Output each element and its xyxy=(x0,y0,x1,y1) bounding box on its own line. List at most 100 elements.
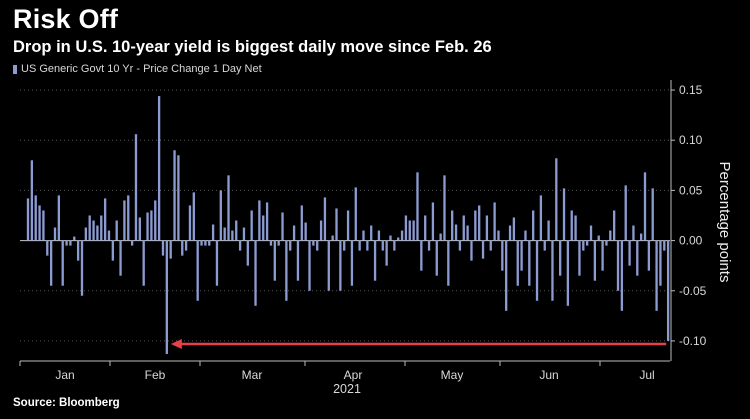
y-tick-label: -0.10 xyxy=(679,334,707,348)
data-bar xyxy=(389,235,392,241)
data-bar xyxy=(115,220,118,241)
data-bar xyxy=(296,240,300,281)
data-bar xyxy=(231,230,234,241)
data-bar xyxy=(408,220,411,241)
data-bar xyxy=(485,215,489,241)
data-bar xyxy=(551,240,554,301)
data-bar xyxy=(474,210,477,241)
data-bar xyxy=(161,240,165,256)
data-bar xyxy=(69,240,72,246)
data-bar xyxy=(562,188,566,241)
data-bar xyxy=(265,202,269,241)
data-bar xyxy=(312,240,315,246)
data-bar xyxy=(96,225,99,241)
data-bar xyxy=(582,240,585,251)
data-bar xyxy=(319,220,323,241)
data-bar xyxy=(528,240,531,286)
data-bar xyxy=(532,210,535,241)
data-bar xyxy=(316,240,319,251)
data-bar xyxy=(196,240,199,301)
data-bar xyxy=(130,240,134,246)
data-bar xyxy=(431,202,435,241)
data-bar xyxy=(127,195,130,241)
x-tick-label: Jun xyxy=(539,368,558,382)
data-bar xyxy=(92,220,95,241)
chart-title: Risk Off xyxy=(13,4,119,34)
data-bar xyxy=(535,240,539,301)
data-bar xyxy=(589,225,593,241)
data-bar xyxy=(659,240,662,286)
data-bar xyxy=(343,240,346,251)
data-bar xyxy=(308,240,311,291)
data-bar xyxy=(555,158,558,241)
data-bar xyxy=(250,210,253,241)
data-bar xyxy=(481,240,485,259)
data-bar xyxy=(154,200,157,241)
data-bar xyxy=(612,210,616,241)
data-bar xyxy=(559,240,562,276)
data-bar xyxy=(184,240,188,251)
data-bar xyxy=(289,240,292,251)
data-bar xyxy=(323,197,327,241)
data-bar xyxy=(570,210,573,241)
data-bar xyxy=(439,233,442,241)
data-bar xyxy=(215,240,219,286)
data-bar xyxy=(103,198,107,241)
x-tick-label: Jul xyxy=(639,368,654,382)
x-tick-label: Apr xyxy=(344,368,363,382)
data-bar xyxy=(420,240,423,271)
x-tick-label: Mar xyxy=(242,368,263,382)
legend-swatch xyxy=(13,64,17,74)
data-bar xyxy=(246,240,249,266)
data-bar xyxy=(165,240,168,354)
data-bar xyxy=(362,230,365,241)
data-bar xyxy=(458,240,462,251)
data-bar xyxy=(516,240,519,286)
data-bar xyxy=(142,240,145,286)
data-bar xyxy=(227,175,230,241)
source-note: Source: Bloomberg xyxy=(13,397,120,409)
data-bar xyxy=(100,215,103,241)
data-bar xyxy=(188,205,192,241)
data-bar xyxy=(76,240,80,261)
data-bar xyxy=(273,240,276,281)
data-bar xyxy=(493,202,496,241)
data-bar xyxy=(80,240,84,296)
data-bar xyxy=(651,188,654,241)
x-tick-label: Feb xyxy=(145,368,166,382)
data-bar xyxy=(454,224,458,241)
data-bar xyxy=(586,240,589,246)
data-bar xyxy=(462,215,465,241)
x-tick-label: May xyxy=(441,368,464,382)
data-bar xyxy=(65,240,68,246)
data-bar xyxy=(466,225,469,241)
data-bar xyxy=(566,240,570,306)
data-bar xyxy=(547,220,550,241)
data-bar xyxy=(34,195,37,241)
data-bar xyxy=(609,230,612,241)
data-bar xyxy=(235,220,238,241)
data-bar xyxy=(524,230,527,241)
data-bar xyxy=(597,235,600,241)
data-bar xyxy=(354,187,357,241)
x-axis-year-label: 2021 xyxy=(333,382,361,396)
data-bar xyxy=(111,240,114,261)
data-bar xyxy=(84,227,88,241)
data-bar xyxy=(138,217,141,241)
data-bar xyxy=(61,240,64,286)
data-bar xyxy=(262,215,265,241)
data-bar xyxy=(616,240,620,291)
data-bar xyxy=(53,227,57,241)
data-bar xyxy=(443,175,446,241)
data-bar xyxy=(447,240,450,286)
data-bar xyxy=(489,240,492,251)
data-bar xyxy=(269,240,273,246)
data-bar xyxy=(478,205,481,241)
data-bar xyxy=(242,227,246,241)
data-bar xyxy=(331,235,334,241)
data-bar xyxy=(655,240,658,311)
data-bar xyxy=(73,236,76,241)
data-bar xyxy=(427,240,431,251)
data-bar xyxy=(505,240,508,311)
x-tick-label: Jan xyxy=(55,368,74,382)
